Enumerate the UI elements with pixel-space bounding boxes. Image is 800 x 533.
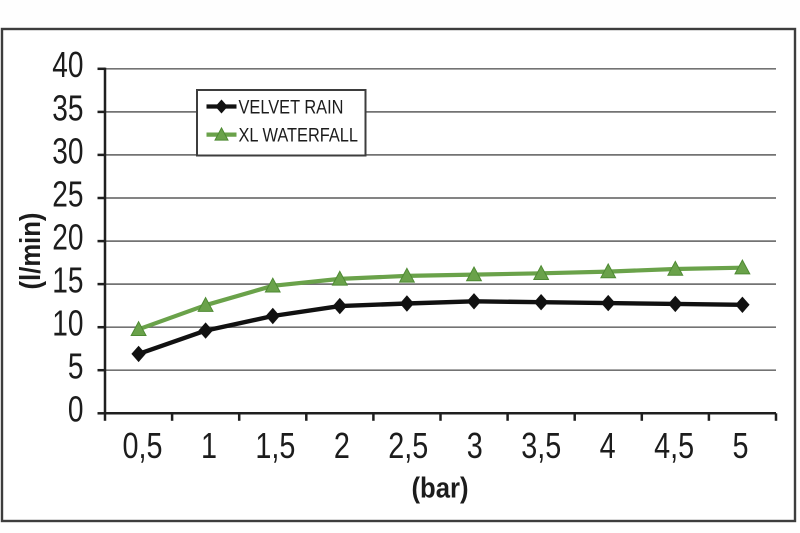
svg-text:3,5: 3,5 <box>521 425 561 466</box>
svg-text:10: 10 <box>52 303 83 343</box>
svg-text:2,5: 2,5 <box>388 425 428 466</box>
svg-text:XL WATERFALL: XL WATERFALL <box>239 124 359 146</box>
svg-text:4,5: 4,5 <box>654 425 694 466</box>
svg-text:3: 3 <box>467 425 483 466</box>
svg-text:1: 1 <box>201 425 217 466</box>
svg-text:20: 20 <box>52 217 83 257</box>
svg-text:25: 25 <box>52 174 83 214</box>
svg-text:5: 5 <box>68 346 84 386</box>
svg-text:5: 5 <box>733 425 749 466</box>
svg-text:30: 30 <box>52 131 83 171</box>
svg-text:2: 2 <box>334 425 350 466</box>
svg-text:1,5: 1,5 <box>255 425 295 466</box>
svg-text:0,5: 0,5 <box>122 425 162 466</box>
svg-text:15: 15 <box>52 260 83 300</box>
svg-text:VELVET RAIN: VELVET RAIN <box>239 96 344 118</box>
svg-text:(l/min): (l/min) <box>14 213 47 290</box>
svg-text:0: 0 <box>68 389 84 429</box>
svg-text:35: 35 <box>52 88 83 128</box>
svg-text:4: 4 <box>600 425 616 466</box>
svg-text:40: 40 <box>52 45 83 85</box>
svg-text:(bar): (bar) <box>411 471 468 504</box>
